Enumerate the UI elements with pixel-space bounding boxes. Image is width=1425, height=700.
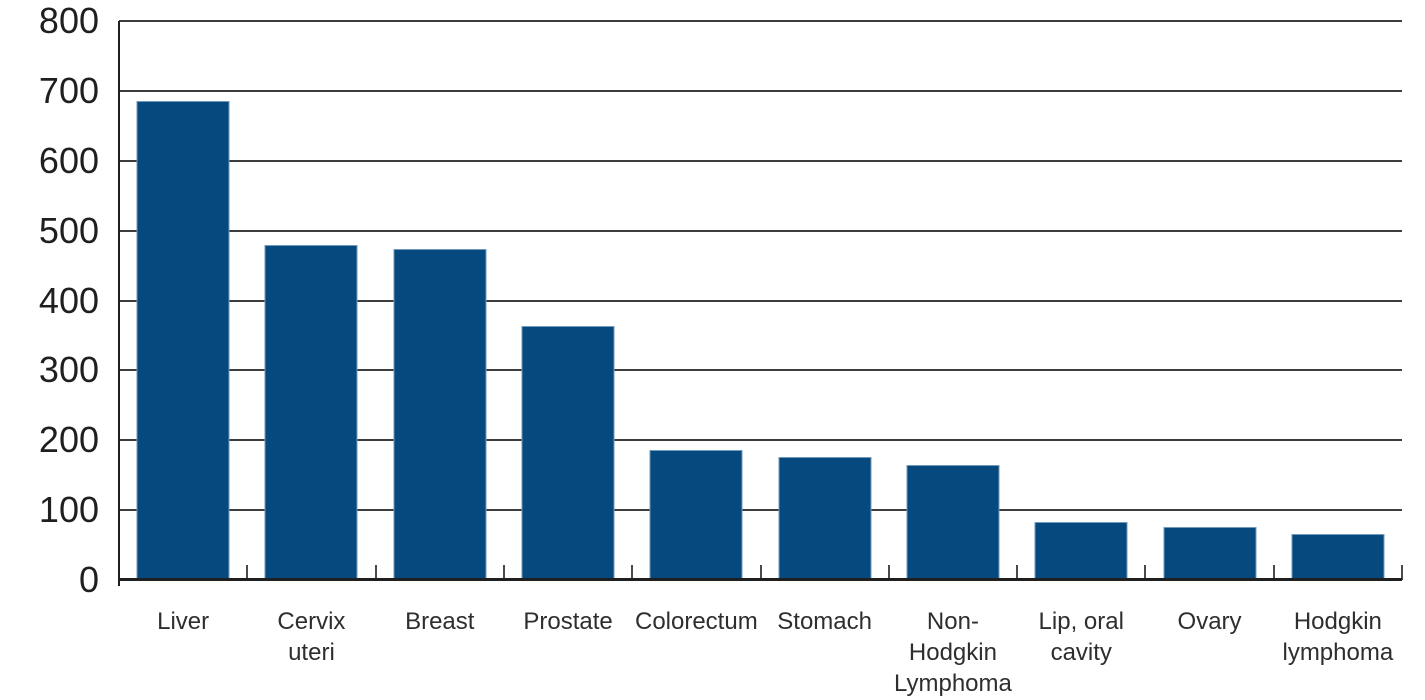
x-axis-category-label: Liver: [157, 608, 210, 635]
category-boundary-tick: [1144, 565, 1147, 580]
y-axis-tick-label: 200: [38, 419, 99, 461]
x-axis-category-label: Non- Hodgkin Lymphoma: [894, 608, 1012, 697]
gridline: [119, 89, 1402, 92]
y-axis-tick-label: 600: [38, 139, 99, 181]
x-axis-category-label: Hodgkin lymphoma: [1282, 608, 1394, 666]
x-axis-category-label: Colorectum: [634, 608, 758, 635]
bar: [393, 248, 487, 580]
gridline: [119, 299, 1402, 302]
y-axis-line: [118, 21, 120, 586]
category-boundary-tick: [759, 565, 762, 580]
y-axis-tick-label: 100: [38, 489, 99, 531]
category-boundary-tick: [1401, 565, 1403, 580]
category-boundary-tick: [631, 565, 634, 580]
x-axis-category-label: Ovary: [1177, 608, 1242, 635]
y-axis-tick-label: 300: [38, 349, 99, 391]
bar: [521, 325, 615, 580]
bar: [136, 101, 230, 580]
gridline: [119, 229, 1402, 232]
gridline: [119, 20, 1402, 22]
bar: [1034, 522, 1128, 580]
y-axis-tick-label: 700: [38, 69, 99, 111]
gridline: [119, 159, 1402, 162]
bar: [906, 465, 1000, 580]
plot-area: 0 100 200 300 400 500 600 700 800 Liver Cervix ute…: [39, 3, 1403, 697]
x-axis-category-label: Prostate: [523, 608, 613, 635]
bar: [1163, 526, 1257, 580]
x-axis-category-label: Stomach: [777, 608, 872, 635]
bar: [778, 457, 872, 580]
y-axis-tick-label: 500: [38, 209, 99, 251]
category-boundary-tick: [374, 565, 377, 580]
x-axis-category-label: Breast: [405, 608, 475, 635]
gridline: [119, 369, 1402, 372]
y-axis-tick-label: 0: [78, 559, 99, 600]
category-boundary-tick: [887, 565, 890, 580]
bar: [264, 244, 358, 580]
y-axis-tick-label: 400: [38, 279, 99, 321]
bar: [1291, 533, 1385, 580]
x-axis-category-label: Lip, oral cavity: [1038, 608, 1124, 666]
x-axis-category-label: Cervix uteri: [277, 608, 346, 666]
gridline: [119, 439, 1402, 442]
bar: [649, 450, 743, 580]
category-boundary-tick: [502, 565, 505, 580]
gridline: [119, 509, 1402, 512]
category-boundary-tick: [1272, 565, 1275, 580]
x-axis-line: [119, 578, 1402, 581]
category-boundary-tick: [1016, 565, 1019, 580]
y-axis-tick-label: 800: [38, 0, 99, 41]
category-boundary-tick: [246, 565, 249, 580]
